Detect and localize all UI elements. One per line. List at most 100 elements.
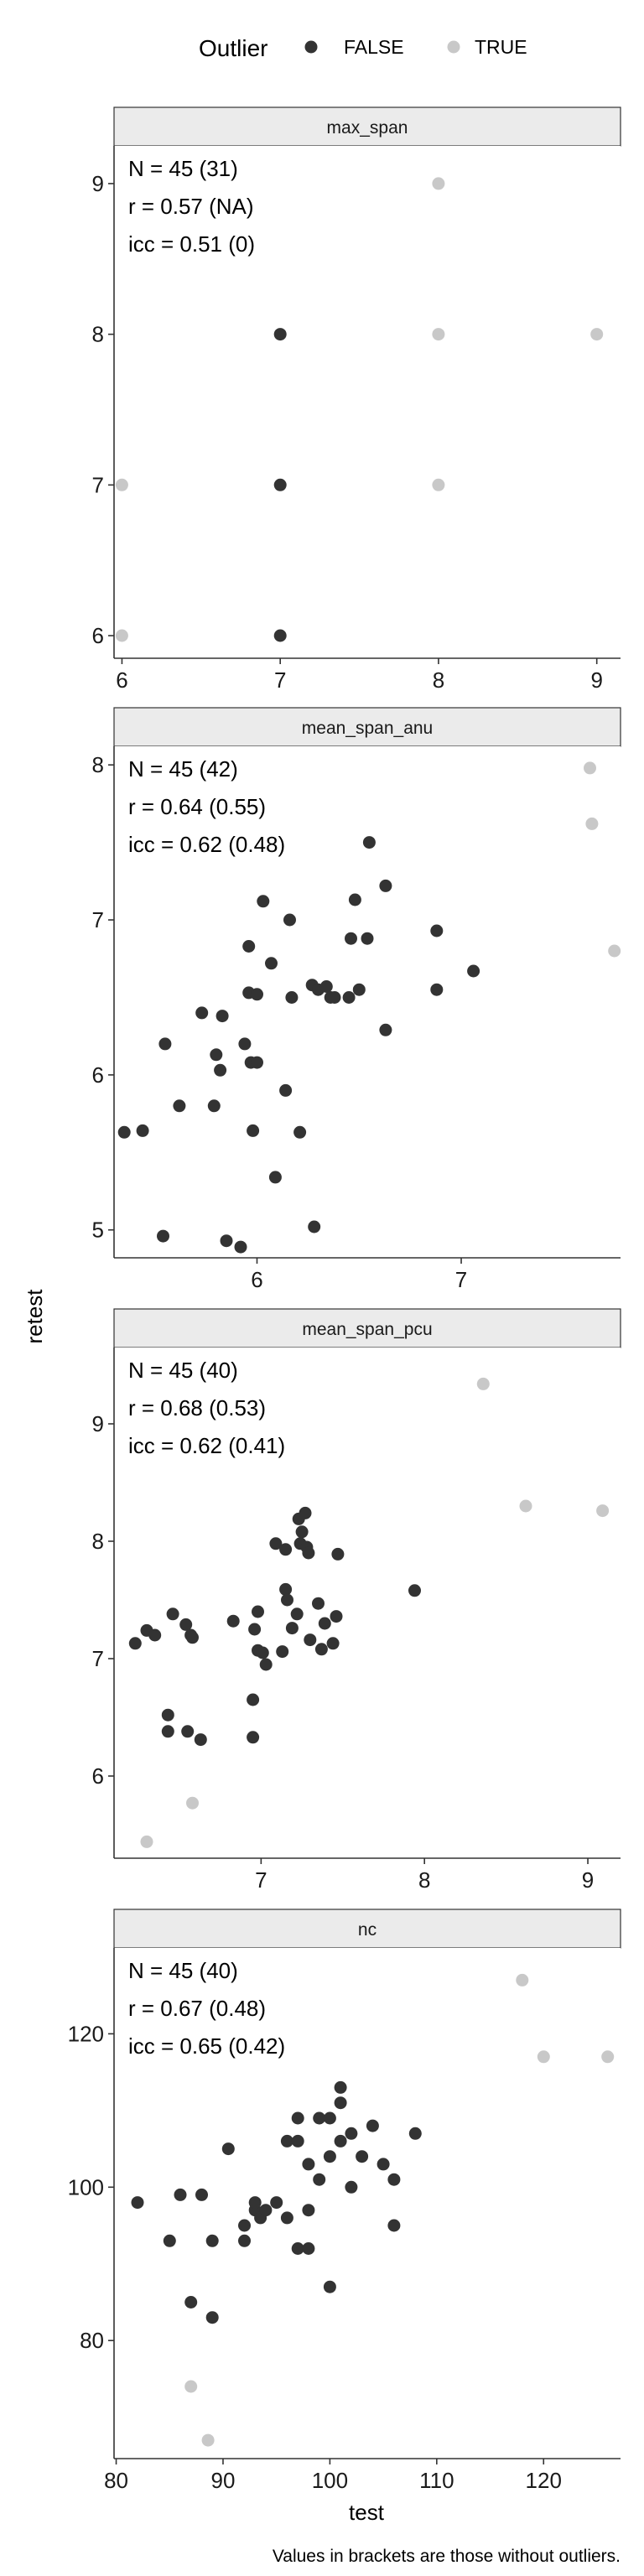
data-point (238, 1037, 252, 1051)
stat-annotation: icc = 0.62 (0.48) (128, 832, 285, 857)
data-point (268, 1171, 282, 1184)
facet-title: mean_span_anu (302, 719, 433, 738)
data-point-outlier (432, 328, 445, 341)
data-point (194, 1733, 207, 1747)
data-point (319, 980, 333, 993)
data-point-outlier (201, 2433, 215, 2447)
data-point (430, 983, 444, 996)
data-point (313, 2173, 326, 2186)
data-point (345, 2127, 358, 2140)
data-point (312, 1597, 325, 1610)
x-tick-label: 100 (312, 2468, 348, 2493)
data-point (128, 1637, 142, 1650)
data-point (302, 1546, 315, 1560)
data-point (207, 1099, 221, 1113)
x-tick-label: 80 (104, 2468, 128, 2493)
data-point (205, 2311, 219, 2324)
data-point-outlier (601, 2050, 615, 2064)
plot-area (114, 746, 621, 1258)
data-point (270, 2196, 283, 2210)
stat-annotation: N = 45 (42) (128, 756, 238, 782)
facet-panel-nc: nc 80 100 120 80 90 100 110 120 N = 45 (40) r = 0.… (68, 1909, 621, 2493)
data-point (366, 2119, 379, 2132)
stat-annotation: r = 0.64 (0.55) (128, 794, 266, 819)
data-point (430, 924, 444, 937)
data-point (356, 2150, 369, 2163)
data-point (348, 893, 361, 906)
data-point (285, 991, 299, 1004)
data-point (302, 2204, 315, 2217)
data-point (408, 2127, 422, 2140)
stat-annotation: icc = 0.51 (0) (128, 231, 255, 257)
data-point (334, 2096, 347, 2110)
data-point (387, 2173, 401, 2186)
x-tick-label: 8 (433, 667, 444, 693)
y-tick-label: 8 (92, 322, 104, 347)
y-tick-label: 5 (92, 1218, 104, 1243)
data-point (323, 2150, 336, 2163)
data-point (216, 1010, 229, 1023)
facet-title: max_span (327, 118, 408, 138)
x-tick-label: 9 (582, 1867, 594, 1893)
data-point (195, 2188, 208, 2201)
x-axis-title: test (349, 2500, 385, 2525)
data-point (220, 1234, 233, 1248)
y-tick-label: 6 (92, 1763, 104, 1789)
data-point (158, 1037, 172, 1051)
data-point-outlier (590, 328, 604, 341)
data-point-outlier (537, 2050, 550, 2064)
data-point (247, 1731, 260, 1744)
data-point-outlier (519, 1499, 532, 1513)
data-point (334, 2134, 347, 2148)
data-point (174, 2188, 187, 2201)
data-point-outlier (596, 1504, 610, 1518)
data-point-outlier (186, 1796, 199, 1810)
data-point (308, 1220, 321, 1233)
x-tick-label: 7 (455, 1267, 467, 1292)
y-tick-label: 100 (68, 2174, 104, 2199)
data-point-outlier (432, 478, 445, 491)
data-point (379, 879, 392, 892)
legend-label-true: TRUE (475, 36, 527, 58)
data-point (226, 1614, 240, 1628)
data-point (205, 2234, 219, 2247)
data-point (117, 1125, 131, 1139)
data-point (161, 1708, 174, 1722)
legend-label-false: FALSE (344, 36, 404, 58)
data-point-outlier (476, 1377, 490, 1390)
legend-title: Outlier (199, 35, 267, 61)
data-point (293, 1125, 307, 1139)
data-point (166, 1607, 179, 1621)
y-tick-label: 7 (92, 907, 104, 932)
data-point (131, 2196, 144, 2210)
caption: Values in brackets are those without out… (273, 2547, 621, 2566)
data-point (163, 2234, 176, 2247)
data-point (279, 1582, 293, 1596)
x-tick-label: 6 (116, 667, 127, 693)
data-point (273, 478, 287, 491)
data-point (256, 1646, 269, 1659)
x-tick-label: 110 (419, 2468, 454, 2493)
data-point (313, 2111, 326, 2125)
data-point (273, 629, 287, 642)
data-point (251, 1056, 263, 1069)
data-point (279, 1083, 293, 1097)
data-point (345, 932, 357, 945)
facet-strip (113, 1308, 621, 1348)
y-tick-label: 6 (92, 1062, 104, 1088)
data-point (387, 2219, 401, 2232)
y-tick-label: 7 (92, 472, 104, 497)
data-point (257, 895, 270, 908)
stat-annotation: icc = 0.62 (0.41) (128, 1433, 285, 1458)
legend-marker-true (447, 40, 460, 54)
data-point (259, 2204, 273, 2217)
data-point (276, 1645, 289, 1659)
data-point (285, 1622, 299, 1635)
data-point (148, 1628, 162, 1642)
data-point (323, 2280, 336, 2293)
data-point (352, 983, 366, 996)
facet-strip (113, 707, 621, 747)
data-point (295, 1525, 309, 1539)
data-point (247, 1124, 260, 1137)
